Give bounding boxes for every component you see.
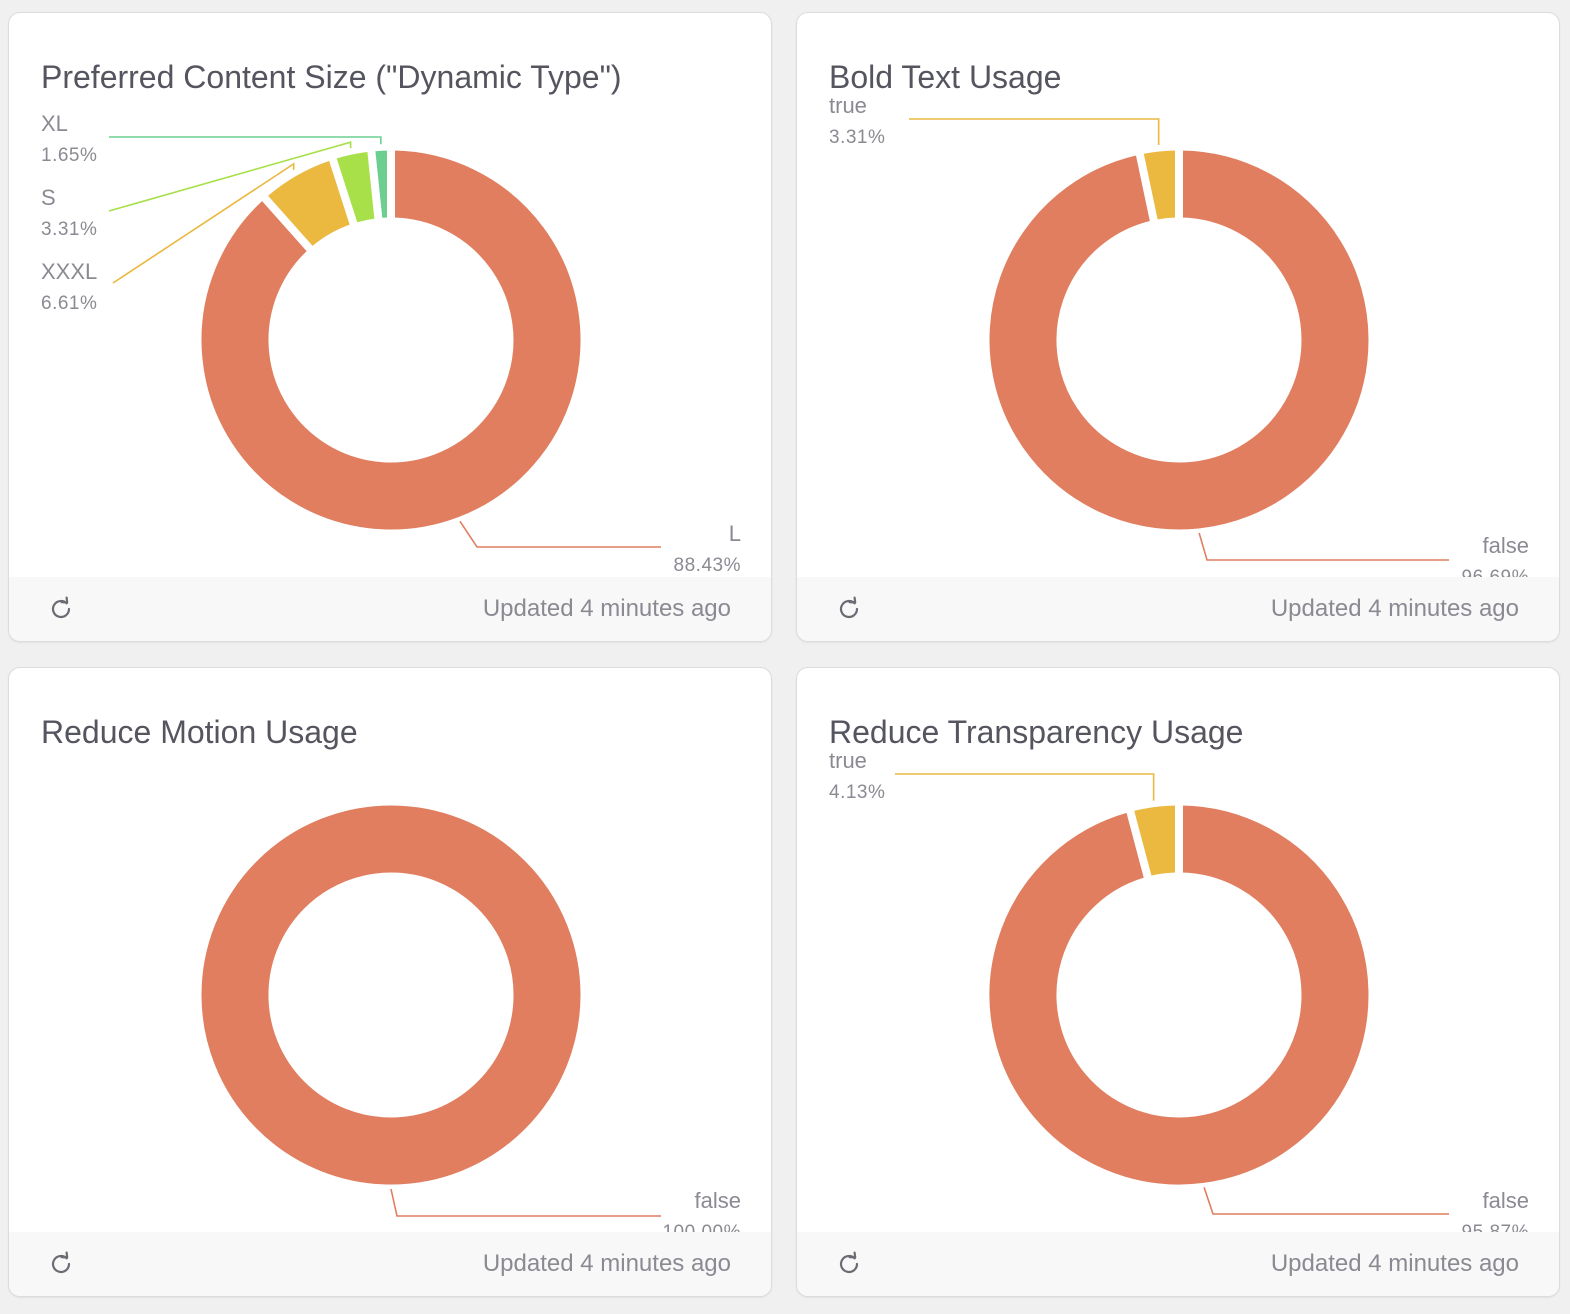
slice-percent-false: 96.69% (1462, 567, 1529, 579)
chart-title: Reduce Motion Usage (41, 714, 358, 750)
slice-label-xxxl: XXXL (41, 259, 97, 284)
chart-card-reduce-transparency: Reduce Transparency Usage false 95.87% tru… (796, 667, 1560, 1297)
slice-percent-l: 88.43% (674, 555, 741, 576)
slice-label-false: false (1483, 1188, 1529, 1213)
donut-slice-xl[interactable] (374, 149, 388, 219)
slice-percent-true: 3.31% (829, 127, 885, 148)
slice-percent-xl: 1.65% (41, 145, 97, 166)
updated-timestamp: Updated 4 minutes ago (482, 1250, 731, 1277)
donut-chart: false 95.87% true 4.13% (829, 748, 1529, 1234)
chart-card-preferred-content-size: Preferred Content Size ("Dynamic Type") … (8, 12, 772, 642)
leader-line-s (108, 141, 352, 212)
updated-timestamp: Updated 4 minutes ago (1270, 1250, 1519, 1277)
chart-title: Reduce Transparency Usage (829, 714, 1244, 750)
donut-slice-true[interactable] (1133, 804, 1176, 877)
donut-slice-true[interactable] (1142, 149, 1176, 221)
slice-percent-false: 100.00% (662, 1222, 741, 1234)
slice-label-true: true (829, 93, 867, 118)
leader-line-false (1203, 1187, 1449, 1215)
leader-line-true (895, 773, 1155, 801)
refresh-icon[interactable] (835, 595, 863, 623)
leader-line-false (1198, 532, 1449, 561)
slice-percent-true: 4.13% (829, 782, 885, 803)
donut-slice-l[interactable] (200, 149, 582, 531)
donut-slice-s[interactable] (335, 150, 376, 224)
slice-percent-false: 95.87% (1462, 1222, 1529, 1234)
donut-slice-false[interactable] (200, 804, 582, 1186)
leader-line-true (909, 118, 1160, 146)
slice-label-true: true (829, 748, 867, 773)
slice-label-s: S (41, 185, 56, 210)
leader-line-xl (109, 136, 382, 145)
donut-chart: false 96.69% true 3.31% (829, 93, 1529, 579)
card-footer: Updated 4 minutes ago (797, 1232, 1559, 1296)
slice-percent-s: 3.31% (41, 219, 97, 240)
slice-label-false: false (695, 1188, 741, 1213)
slice-label-l: L (729, 521, 741, 546)
slice-label-xl: XL (41, 111, 68, 136)
chart-card-bold-text: Bold Text Usage false 96.69% true 3.31% Upd… (796, 12, 1560, 642)
donut-chart: false 100.00% (200, 804, 741, 1234)
card-footer: Updated 4 minutes ago (797, 577, 1559, 641)
donut-chart: L 88.43% XXXL 6.61% S 3.31% XL 1.65% (41, 111, 741, 576)
refresh-icon[interactable] (47, 1250, 75, 1278)
leader-line-false (390, 1188, 661, 1217)
card-footer: Updated 4 minutes ago (9, 1232, 771, 1296)
donut-slice-xxxl[interactable] (266, 159, 351, 248)
donut-slice-false[interactable] (988, 149, 1370, 531)
slice-label-false: false (1483, 533, 1529, 558)
updated-timestamp: Updated 4 minutes ago (482, 595, 731, 622)
donut-slice-false[interactable] (988, 804, 1370, 1186)
updated-timestamp: Updated 4 minutes ago (1270, 595, 1519, 622)
leader-line-l (459, 520, 661, 548)
refresh-icon[interactable] (47, 595, 75, 623)
slice-percent-xxxl: 6.61% (41, 293, 97, 314)
refresh-icon[interactable] (835, 1250, 863, 1278)
card-footer: Updated 4 minutes ago (9, 577, 771, 641)
leader-line-xxxl (112, 162, 295, 284)
chart-card-reduce-motion: Reduce Motion Usage false 100.00% Updated… (8, 667, 772, 1297)
chart-title: Bold Text Usage (829, 59, 1062, 95)
chart-title: Preferred Content Size ("Dynamic Type") (41, 59, 622, 95)
